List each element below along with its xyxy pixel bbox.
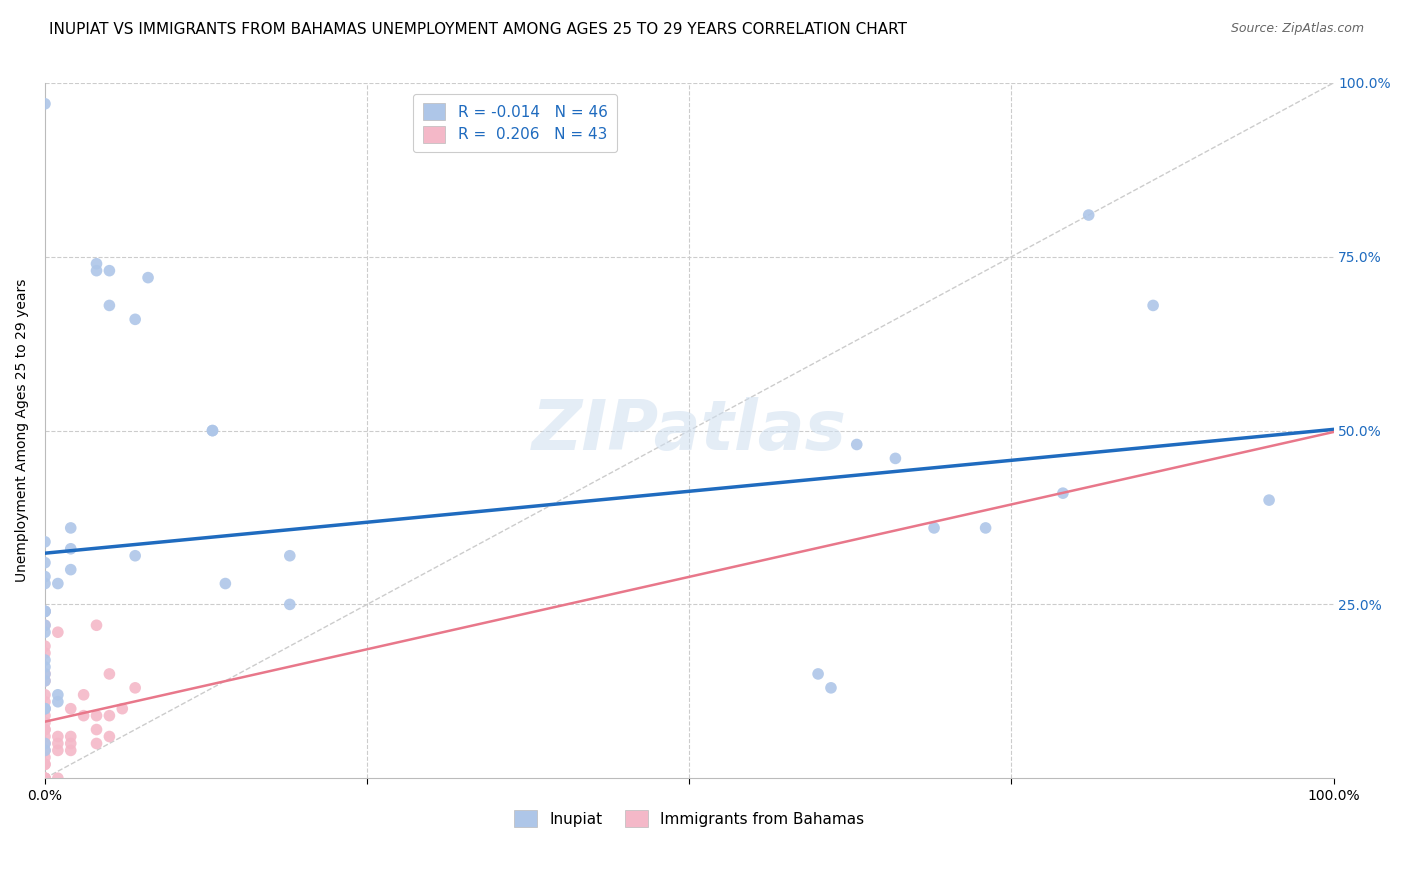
Point <box>34 730 56 744</box>
Point <box>34 604 56 618</box>
Point <box>46 736 69 750</box>
Point <box>34 715 56 730</box>
Point <box>884 451 907 466</box>
Text: ZIPatlas: ZIPatlas <box>531 397 846 464</box>
Point <box>278 549 301 563</box>
Point <box>46 625 69 640</box>
Point <box>86 263 108 277</box>
Point <box>59 736 82 750</box>
Point <box>34 750 56 764</box>
Point <box>34 771 56 785</box>
Point <box>807 667 830 681</box>
Point <box>124 312 146 326</box>
Point <box>34 660 56 674</box>
Point <box>86 708 108 723</box>
Point <box>34 723 56 737</box>
Point <box>34 702 56 716</box>
Point <box>98 263 121 277</box>
Point <box>86 736 108 750</box>
Point <box>34 743 56 757</box>
Point <box>34 653 56 667</box>
Point <box>201 424 224 438</box>
Point <box>46 730 69 744</box>
Point <box>34 604 56 618</box>
Point <box>34 646 56 660</box>
Legend: Inupiat, Immigrants from Bahamas: Inupiat, Immigrants from Bahamas <box>508 805 870 833</box>
Point <box>922 521 945 535</box>
Point <box>34 757 56 772</box>
Point <box>86 723 108 737</box>
Point <box>34 667 56 681</box>
Point <box>98 730 121 744</box>
Point <box>34 757 56 772</box>
Point <box>34 96 56 111</box>
Point <box>845 437 868 451</box>
Point <box>1142 298 1164 312</box>
Text: Source: ZipAtlas.com: Source: ZipAtlas.com <box>1230 22 1364 36</box>
Point <box>201 424 224 438</box>
Point <box>278 598 301 612</box>
Point <box>214 576 236 591</box>
Text: INUPIAT VS IMMIGRANTS FROM BAHAMAS UNEMPLOYMENT AMONG AGES 25 TO 29 YEARS CORREL: INUPIAT VS IMMIGRANTS FROM BAHAMAS UNEMP… <box>49 22 907 37</box>
Point <box>34 673 56 688</box>
Point <box>59 702 82 716</box>
Y-axis label: Unemployment Among Ages 25 to 29 years: Unemployment Among Ages 25 to 29 years <box>15 279 30 582</box>
Point <box>34 625 56 640</box>
Point <box>34 723 56 737</box>
Point <box>46 688 69 702</box>
Point <box>34 688 56 702</box>
Point <box>1258 493 1281 508</box>
Point <box>34 743 56 757</box>
Point <box>59 541 82 556</box>
Point <box>86 257 108 271</box>
Point <box>111 702 134 716</box>
Point <box>124 549 146 563</box>
Point <box>34 771 56 785</box>
Point <box>98 708 121 723</box>
Point <box>98 298 121 312</box>
Point <box>34 667 56 681</box>
Point <box>1077 208 1099 222</box>
Point <box>59 563 82 577</box>
Point <box>46 695 69 709</box>
Point <box>34 736 56 750</box>
Point <box>46 743 69 757</box>
Point <box>34 702 56 716</box>
Point <box>72 688 94 702</box>
Point <box>46 576 69 591</box>
Point <box>34 618 56 632</box>
Point <box>34 556 56 570</box>
Point <box>34 771 56 785</box>
Point <box>34 708 56 723</box>
Point <box>34 639 56 653</box>
Point <box>34 569 56 583</box>
Point <box>34 534 56 549</box>
Point <box>974 521 997 535</box>
Point <box>34 576 56 591</box>
Point <box>34 618 56 632</box>
Point <box>34 736 56 750</box>
Point <box>136 270 159 285</box>
Point <box>1052 486 1074 500</box>
Point <box>59 521 82 535</box>
Point <box>86 618 108 632</box>
Point <box>72 708 94 723</box>
Point <box>124 681 146 695</box>
Point <box>98 667 121 681</box>
Point <box>820 681 842 695</box>
Point <box>46 771 69 785</box>
Point <box>34 695 56 709</box>
Point <box>59 743 82 757</box>
Point <box>34 771 56 785</box>
Point <box>34 673 56 688</box>
Point <box>34 604 56 618</box>
Point <box>34 604 56 618</box>
Point <box>34 702 56 716</box>
Point <box>59 730 82 744</box>
